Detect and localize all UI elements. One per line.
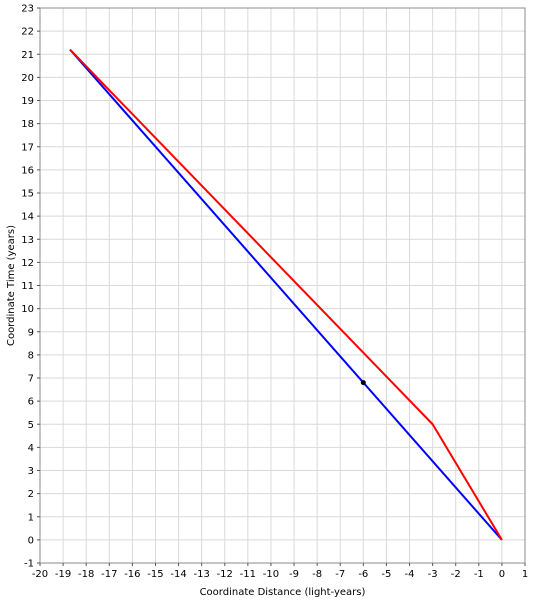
y-tick-label: 16 [21, 165, 34, 176]
x-tick-label: 0 [499, 569, 505, 580]
x-axis-label: Coordinate Distance (light-years) [200, 587, 366, 598]
x-tick-label: -13 [193, 569, 209, 580]
marker-point-0 [360, 380, 366, 386]
y-tick-label: 22 [21, 27, 34, 38]
x-tick-label: -14 [170, 569, 186, 580]
x-tick-label: -4 [405, 569, 415, 580]
y-tick-label: 17 [21, 142, 34, 153]
x-tick-label: -16 [124, 569, 140, 580]
x-tick-label: 1 [522, 569, 528, 580]
y-tick-label: 15 [21, 189, 34, 200]
x-tick-label: -19 [55, 569, 71, 580]
y-tick-label: 20 [21, 73, 34, 84]
y-tick-label: 5 [28, 420, 34, 431]
y-tick-label: 1 [28, 512, 34, 523]
series-line-1 [69, 48, 503, 541]
y-tick-label: 11 [21, 281, 34, 292]
x-tick-label: -17 [101, 569, 117, 580]
y-tick-label: 23 [21, 4, 34, 15]
y-tick-label: 4 [28, 443, 34, 454]
x-tick-label: -1 [474, 569, 484, 580]
y-tick-label: 0 [28, 535, 34, 546]
grid [39, 7, 526, 564]
x-tick-label: -6 [358, 569, 368, 580]
y-tick-label: 2 [28, 489, 34, 500]
x-tick-label: -11 [240, 569, 256, 580]
x-tick-label: -20 [32, 569, 48, 580]
y-tick-label: 6 [28, 397, 34, 408]
y-tick-label: 19 [21, 96, 34, 107]
x-tick-label: -10 [263, 569, 279, 580]
series-line-0 [69, 48, 503, 541]
x-tick-label: -3 [428, 569, 438, 580]
y-tick-label: 8 [28, 350, 34, 361]
x-tick-label: -8 [312, 569, 322, 580]
y-tick-label: 12 [21, 258, 34, 269]
y-tick-label: -1 [24, 559, 34, 570]
y-tick-label: 10 [21, 304, 34, 315]
y-tick-label: 13 [21, 235, 34, 246]
x-tick-label: -12 [217, 569, 233, 580]
y-axis-label: Coordinate Time (years) [6, 225, 17, 346]
x-tick-label: -2 [451, 569, 461, 580]
y-tick-label: 14 [21, 212, 34, 223]
y-tick-label: 18 [21, 119, 34, 130]
x-tick-label: -7 [335, 569, 345, 580]
y-tick-label: 3 [28, 466, 34, 477]
x-tick-label: -5 [381, 569, 391, 580]
y-tick-label: 9 [28, 327, 34, 338]
y-tick-label: 7 [28, 374, 34, 385]
marker-layer [360, 380, 366, 386]
x-axis-ticks: -20 -19 -18 -17 -16 -15 -14 -13 -12 -11 -10 -9 -8 -7-… [32, 563, 528, 580]
x-tick-label: -15 [147, 569, 163, 580]
series-layer [69, 48, 503, 541]
y-tick-label: 21 [21, 50, 34, 61]
x-tick-label: -18 [78, 569, 94, 580]
x-tick-label: -9 [289, 569, 299, 580]
